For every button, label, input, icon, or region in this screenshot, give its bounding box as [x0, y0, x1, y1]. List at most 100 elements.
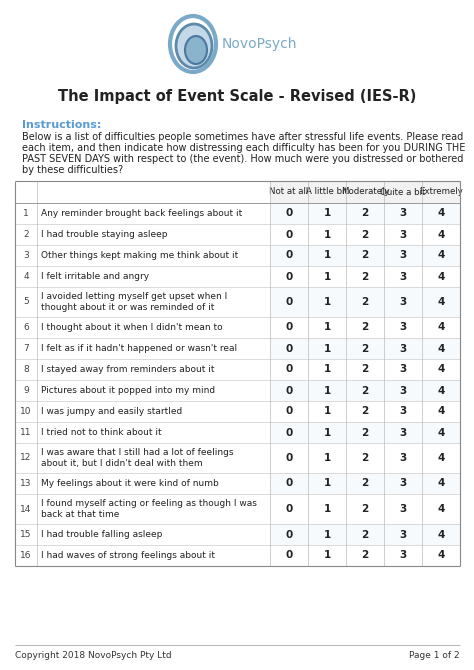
Text: I was jumpy and easily startled: I was jumpy and easily startled — [41, 407, 182, 416]
Text: 3: 3 — [23, 251, 29, 260]
Text: 7: 7 — [23, 344, 29, 353]
Text: 3: 3 — [400, 551, 407, 561]
Text: I felt as if it hadn't happened or wasn't real: I felt as if it hadn't happened or wasn'… — [41, 344, 237, 353]
Text: Moderately: Moderately — [341, 188, 389, 196]
Text: 3: 3 — [400, 504, 407, 514]
Text: 2: 2 — [361, 453, 369, 463]
Text: 4: 4 — [438, 344, 445, 354]
Text: PAST SEVEN DAYS with respect to (the event). How much were you distressed or bot: PAST SEVEN DAYS with respect to (the eve… — [22, 154, 464, 164]
Bar — [270, 422, 460, 443]
Ellipse shape — [176, 24, 212, 68]
Text: 5: 5 — [23, 297, 29, 306]
Text: 1: 1 — [323, 271, 331, 281]
Text: 3: 3 — [400, 251, 407, 261]
Text: 4: 4 — [438, 551, 445, 561]
Bar — [270, 203, 460, 224]
Text: I felt irritable and angry: I felt irritable and angry — [41, 272, 149, 281]
Text: 4: 4 — [438, 251, 445, 261]
Text: 0: 0 — [285, 427, 292, 438]
Text: 1: 1 — [323, 251, 331, 261]
Text: 1: 1 — [323, 504, 331, 514]
Text: 4: 4 — [438, 453, 445, 463]
Text: 3: 3 — [400, 453, 407, 463]
Text: A little bit: A little bit — [306, 188, 348, 196]
Text: 0: 0 — [285, 364, 292, 375]
Text: 4: 4 — [438, 504, 445, 514]
Text: NovoPsych: NovoPsych — [222, 37, 298, 51]
Text: 0: 0 — [285, 551, 292, 561]
Bar — [270, 287, 460, 317]
Text: 2: 2 — [361, 230, 369, 239]
Text: I avoided letting myself get upset when I
thought about it or was reminded of it: I avoided letting myself get upset when … — [41, 291, 227, 312]
Text: Quite a bit: Quite a bit — [380, 188, 426, 196]
Text: 3: 3 — [400, 407, 407, 417]
Text: 11: 11 — [20, 428, 32, 437]
Text: I had waves of strong feelings about it: I had waves of strong feelings about it — [41, 551, 215, 560]
Text: 0: 0 — [285, 504, 292, 514]
Text: 2: 2 — [361, 322, 369, 332]
Text: My feelings about it were kind of numb: My feelings about it were kind of numb — [41, 479, 219, 488]
Bar — [270, 524, 460, 545]
Text: each item, and then indicate how distressing each difficulty has been for you DU: each item, and then indicate how distres… — [22, 143, 465, 153]
Text: 4: 4 — [438, 297, 445, 307]
Bar — [270, 545, 460, 566]
Text: 1: 1 — [323, 364, 331, 375]
Text: 2: 2 — [361, 297, 369, 307]
Text: 2: 2 — [361, 344, 369, 354]
Text: 1: 1 — [323, 385, 331, 395]
Text: 1: 1 — [323, 529, 331, 539]
Text: I found myself acting or feeling as though I was
back at that time: I found myself acting or feeling as thou… — [41, 498, 257, 519]
Text: Other things kept making me think about it: Other things kept making me think about … — [41, 251, 238, 260]
Text: 3: 3 — [400, 344, 407, 354]
Text: Copyright 2018 NovoPsych Pty Ltd: Copyright 2018 NovoPsych Pty Ltd — [15, 651, 172, 660]
Text: 1: 1 — [323, 407, 331, 417]
Text: 13: 13 — [20, 479, 32, 488]
Text: 4: 4 — [438, 529, 445, 539]
Text: 0: 0 — [285, 478, 292, 488]
Text: by these difficulties?: by these difficulties? — [22, 165, 123, 175]
Text: 2: 2 — [23, 230, 29, 239]
Text: 8: 8 — [23, 365, 29, 374]
Text: 4: 4 — [438, 208, 445, 218]
Text: 0: 0 — [285, 385, 292, 395]
Text: 2: 2 — [361, 364, 369, 375]
Text: 0: 0 — [285, 529, 292, 539]
Text: I tried not to think about it: I tried not to think about it — [41, 428, 162, 437]
Text: 3: 3 — [400, 364, 407, 375]
Text: Not at all: Not at all — [269, 188, 309, 196]
Text: Below is a list of difficulties people sometimes have after stressful life event: Below is a list of difficulties people s… — [22, 132, 463, 142]
Text: 1: 1 — [323, 551, 331, 561]
Bar — [270, 266, 460, 287]
Bar — [270, 359, 460, 380]
Text: 0: 0 — [285, 344, 292, 354]
Text: 1: 1 — [323, 230, 331, 239]
Bar — [270, 224, 460, 245]
Bar — [270, 473, 460, 494]
Text: 4: 4 — [438, 478, 445, 488]
Text: 0: 0 — [285, 322, 292, 332]
Text: 2: 2 — [361, 551, 369, 561]
Text: 3: 3 — [400, 385, 407, 395]
Text: 1: 1 — [23, 209, 29, 218]
Text: 2: 2 — [361, 251, 369, 261]
Text: 3: 3 — [400, 297, 407, 307]
Text: I had trouble staying asleep: I had trouble staying asleep — [41, 230, 167, 239]
Bar — [270, 494, 460, 524]
Text: 2: 2 — [361, 427, 369, 438]
Text: 4: 4 — [438, 271, 445, 281]
Text: 3: 3 — [400, 271, 407, 281]
Text: 1: 1 — [323, 344, 331, 354]
Text: 2: 2 — [361, 407, 369, 417]
Text: 4: 4 — [438, 407, 445, 417]
Text: Instructions:: Instructions: — [22, 120, 101, 130]
Text: 4: 4 — [438, 364, 445, 375]
Text: 4: 4 — [438, 427, 445, 438]
Text: 12: 12 — [20, 454, 32, 462]
Text: 1: 1 — [323, 297, 331, 307]
Text: 15: 15 — [20, 530, 32, 539]
Ellipse shape — [185, 36, 207, 64]
Text: 4: 4 — [23, 272, 29, 281]
Text: 0: 0 — [285, 407, 292, 417]
Text: 0: 0 — [285, 230, 292, 239]
Text: 2: 2 — [361, 504, 369, 514]
